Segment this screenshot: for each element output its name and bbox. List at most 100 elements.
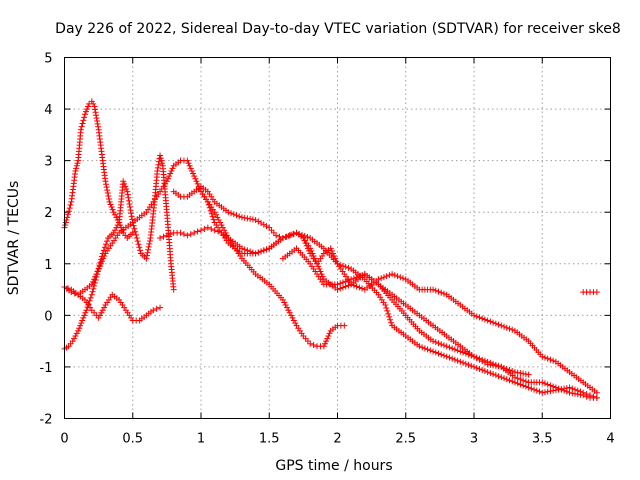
data-point bbox=[511, 379, 518, 386]
data-point-interp bbox=[440, 342, 447, 349]
data-point-interp bbox=[73, 330, 80, 337]
data-point bbox=[471, 363, 477, 370]
data-point-interp bbox=[145, 243, 152, 250]
data-point-interp bbox=[192, 175, 199, 182]
data-point-interp bbox=[258, 220, 265, 227]
data-point-interp bbox=[438, 289, 445, 296]
data-point bbox=[95, 265, 102, 272]
data-point-interp bbox=[87, 294, 94, 301]
data-point-interp bbox=[82, 108, 89, 115]
data-point-interp bbox=[185, 160, 192, 167]
data-point-interp bbox=[547, 388, 554, 395]
data-point-interp bbox=[421, 345, 428, 352]
data-point-interp bbox=[159, 160, 166, 167]
data-point bbox=[157, 304, 164, 311]
data-point-interp bbox=[276, 233, 283, 240]
data-point-interp bbox=[432, 349, 439, 356]
data-point-interp bbox=[328, 247, 335, 254]
data-point-interp bbox=[509, 378, 516, 385]
data-point-interp bbox=[194, 228, 201, 235]
data-point-interp bbox=[92, 109, 99, 116]
data-point-interp bbox=[386, 313, 393, 320]
data-point-interp bbox=[400, 275, 407, 282]
data-point-interp bbox=[282, 302, 289, 309]
data-point-interp bbox=[517, 376, 524, 383]
data-point-interp bbox=[465, 361, 472, 368]
data-point bbox=[327, 245, 334, 252]
data-point-interp bbox=[132, 228, 139, 235]
data-point-interp bbox=[574, 391, 581, 398]
data-point-interp bbox=[337, 285, 344, 292]
data-point bbox=[552, 384, 559, 391]
data-point bbox=[238, 214, 245, 221]
data-point-interp bbox=[167, 231, 174, 238]
data-point-interp bbox=[81, 114, 88, 121]
data-point-interp bbox=[522, 371, 529, 378]
y-axis-label: SDTVAR / TECUs bbox=[6, 181, 22, 296]
data-point-interp bbox=[292, 320, 299, 327]
data-point-interp bbox=[316, 265, 323, 272]
y-tick-labels: -2 -1 0 1 2 3 4 5 bbox=[40, 52, 53, 428]
data-point-interp bbox=[304, 233, 311, 240]
data-point-interp bbox=[102, 241, 109, 248]
data-point bbox=[430, 348, 437, 355]
data-point-interp bbox=[547, 382, 554, 389]
data-point-interp bbox=[506, 377, 513, 384]
data-point-interp bbox=[244, 215, 251, 222]
data-point bbox=[110, 229, 117, 236]
data-point-interp bbox=[495, 362, 502, 369]
data-point-interp bbox=[315, 263, 322, 270]
data-point bbox=[72, 167, 79, 174]
data-point-interp bbox=[143, 252, 150, 259]
data-point-interp bbox=[388, 319, 395, 326]
data-point-interp bbox=[241, 214, 248, 221]
data-point-interp bbox=[501, 323, 508, 330]
data-point-interp bbox=[397, 274, 404, 281]
data-point-interp bbox=[550, 383, 557, 390]
data-point bbox=[430, 286, 437, 293]
data-points bbox=[61, 98, 600, 401]
data-point-interp bbox=[145, 246, 152, 253]
data-point-interp bbox=[190, 170, 197, 177]
data-point-interp bbox=[323, 338, 330, 345]
data-point bbox=[539, 379, 546, 386]
data-point-interp bbox=[449, 355, 456, 362]
data-point-interp bbox=[544, 381, 551, 388]
data-point-interp bbox=[359, 272, 366, 279]
data-point bbox=[77, 126, 84, 133]
data-point-interp bbox=[509, 326, 516, 333]
data-point-interp bbox=[95, 123, 102, 130]
data-point-interp bbox=[561, 387, 568, 394]
data-point-interp bbox=[451, 356, 458, 363]
data-point-interp bbox=[101, 253, 108, 260]
data-point-interp bbox=[385, 310, 392, 317]
data-point-interp bbox=[435, 288, 442, 295]
data-point-interp bbox=[476, 365, 483, 372]
data-point bbox=[286, 232, 293, 239]
data-point-interp bbox=[503, 324, 510, 331]
data-point bbox=[177, 229, 184, 236]
data-point-interp bbox=[583, 393, 590, 400]
data-point-interp bbox=[103, 181, 110, 188]
data-point-interp bbox=[86, 297, 93, 304]
data-point bbox=[484, 369, 491, 376]
data-point bbox=[307, 340, 314, 347]
data-point-interp bbox=[109, 206, 116, 213]
data-point-interp bbox=[391, 272, 398, 279]
data-point-interp bbox=[283, 304, 290, 311]
data-point-interp bbox=[435, 340, 442, 347]
data-point-interp bbox=[321, 340, 328, 347]
data-point-interp bbox=[214, 214, 221, 221]
data-point-interp bbox=[394, 273, 401, 280]
data-point bbox=[279, 235, 286, 241]
data-point-interp bbox=[186, 162, 193, 169]
data-point-interp bbox=[90, 100, 97, 107]
data-point-interp bbox=[536, 388, 543, 395]
data-point bbox=[593, 389, 600, 396]
data-point-interp bbox=[522, 378, 529, 385]
data-point-interp bbox=[99, 258, 106, 265]
data-point bbox=[157, 152, 164, 159]
data-point-interp bbox=[468, 362, 475, 369]
data-point bbox=[75, 327, 82, 334]
data-point bbox=[498, 322, 505, 329]
